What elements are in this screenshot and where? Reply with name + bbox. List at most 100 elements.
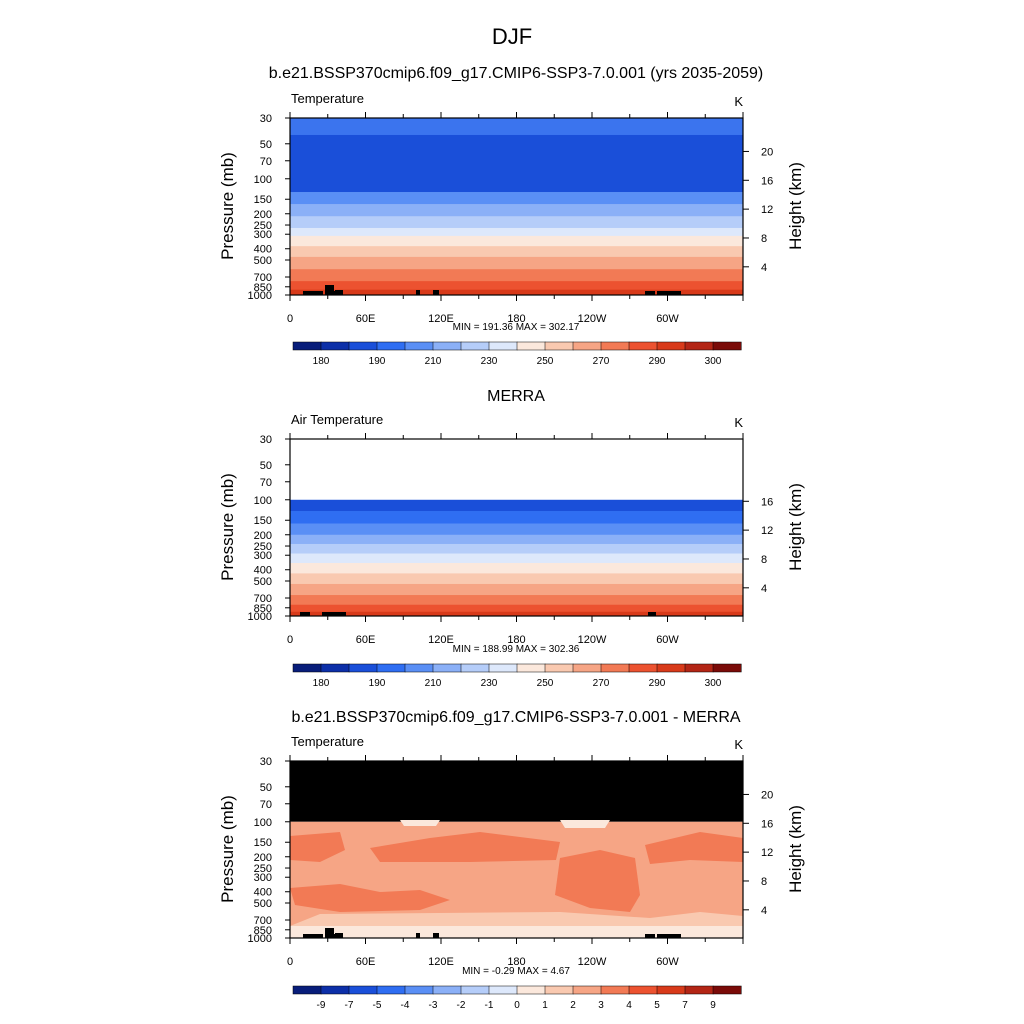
colorbar-swatch bbox=[348, 985, 378, 995]
colorbar-label: -2 bbox=[457, 1000, 466, 1011]
height-tick-label: 4 bbox=[761, 905, 767, 917]
y-axis-label: Pressure (mb) bbox=[218, 473, 237, 581]
colorbar-label: 210 bbox=[425, 356, 442, 367]
colorbar-swatch bbox=[656, 985, 686, 995]
height-tick-label: 20 bbox=[761, 146, 773, 158]
panel-title: b.e21.BSSP370cmip6.f09_g17.CMIP6-SSP3-7.… bbox=[291, 709, 740, 726]
colorbar-swatch bbox=[600, 985, 630, 995]
colorbar-swatch bbox=[628, 663, 658, 673]
lon-tick-label: 180 bbox=[507, 634, 525, 646]
panel-difference: b.e21.BSSP370cmip6.f09_g17.CMIP6-SSP3-7.… bbox=[218, 709, 805, 1011]
colorbar-swatch bbox=[348, 663, 378, 673]
lon-tick-label: 0 bbox=[287, 956, 293, 968]
lon-tick-label: 60E bbox=[356, 634, 376, 646]
contour-patch bbox=[290, 912, 743, 926]
y2-axis-label: Height (km) bbox=[786, 805, 805, 893]
topography-mask bbox=[433, 933, 439, 938]
pressure-tick-label: 150 bbox=[254, 194, 272, 206]
contour-band bbox=[290, 227, 743, 237]
topography-mask bbox=[657, 934, 681, 938]
y2-axis-label: Height (km) bbox=[786, 483, 805, 571]
topography-mask bbox=[645, 934, 655, 938]
colorbar-label: 290 bbox=[649, 356, 666, 367]
lon-tick-label: 120E bbox=[428, 634, 454, 646]
colorbar-swatch bbox=[376, 663, 406, 673]
pressure-tick-label: 1000 bbox=[248, 290, 272, 302]
colorbar-label: 3 bbox=[598, 1000, 604, 1011]
contour-band bbox=[290, 281, 743, 291]
page-title: DJF bbox=[492, 24, 532, 49]
contour-patch bbox=[555, 850, 640, 912]
contour-band bbox=[290, 553, 743, 564]
colorbar-label: 0 bbox=[514, 1000, 520, 1011]
contour-patch bbox=[290, 884, 450, 912]
colorbar-label: 2 bbox=[570, 1000, 576, 1011]
colorbar-label: 9 bbox=[710, 1000, 716, 1011]
contour-band bbox=[290, 289, 743, 296]
colorbar-swatch bbox=[600, 341, 630, 351]
colorbar-label: -5 bbox=[373, 1000, 382, 1011]
pressure-tick-label: 700 bbox=[254, 915, 272, 927]
pressure-tick-label: 400 bbox=[254, 244, 272, 256]
colorbar-swatch bbox=[348, 341, 378, 351]
colorbar-swatch bbox=[432, 341, 462, 351]
pressure-tick-label: 200 bbox=[254, 209, 272, 221]
pressure-tick-label: 400 bbox=[254, 565, 272, 577]
contour-band bbox=[290, 118, 743, 136]
pressure-tick-label: 50 bbox=[260, 782, 272, 794]
pressure-tick-label: 150 bbox=[254, 515, 272, 527]
lon-tick-label: 60W bbox=[656, 313, 679, 325]
panel-units: K bbox=[734, 415, 743, 430]
contour-patch bbox=[290, 926, 743, 938]
height-tick-label: 8 bbox=[761, 876, 767, 888]
colorbar-swatch bbox=[712, 341, 742, 351]
colorbar-swatch bbox=[488, 985, 518, 995]
colorbar-swatch bbox=[488, 663, 518, 673]
colorbar-swatch bbox=[712, 985, 742, 995]
colorbar-swatch bbox=[488, 341, 518, 351]
panel-units: K bbox=[734, 737, 743, 752]
colorbar-swatch bbox=[628, 985, 658, 995]
panel-left-label: Air Temperature bbox=[291, 412, 383, 427]
pressure-tick-label: 70 bbox=[260, 799, 272, 811]
pressure-tick-label: 300 bbox=[254, 872, 272, 884]
pressure-tick-label: 50 bbox=[260, 139, 272, 151]
topography-mask bbox=[303, 291, 323, 295]
contour-band bbox=[290, 511, 743, 524]
colorbar-label: -3 bbox=[429, 1000, 438, 1011]
contour-patch bbox=[290, 832, 345, 862]
colorbar-swatch bbox=[516, 663, 546, 673]
colorbar-swatch bbox=[628, 341, 658, 351]
lon-tick-label: 60E bbox=[356, 956, 376, 968]
missing-data-region bbox=[290, 761, 743, 822]
lon-tick-label: 120W bbox=[578, 956, 607, 968]
topography-mask bbox=[340, 612, 346, 616]
contour-patch bbox=[370, 832, 560, 862]
topography-mask bbox=[335, 290, 343, 295]
panel-left-label: Temperature bbox=[291, 734, 364, 749]
panel-merra: MERRA Air Temperature K 3050701001502002… bbox=[218, 388, 805, 689]
colorbar-swatch bbox=[572, 341, 602, 351]
colorbar-label: 230 bbox=[481, 356, 498, 367]
height-tick-label: 8 bbox=[761, 233, 767, 245]
colorbar: 180 190 210 230 250 270 290 300 bbox=[292, 341, 742, 367]
panel-left-label: Temperature bbox=[291, 91, 364, 106]
height-tick-label: 16 bbox=[761, 818, 773, 830]
pressure-tick-label: 300 bbox=[254, 229, 272, 241]
colorbar-label: 7 bbox=[682, 1000, 688, 1011]
colorbar-swatch bbox=[684, 341, 714, 351]
lon-tick-label: 120W bbox=[578, 313, 607, 325]
colorbar-swatch bbox=[656, 341, 686, 351]
topography-mask bbox=[648, 612, 656, 616]
stats-label: MIN = -0.29 MAX = 4.67 bbox=[462, 966, 570, 977]
pressure-tick-label: 250 bbox=[254, 863, 272, 875]
lon-tick-label: 60W bbox=[656, 956, 679, 968]
colorbar-label: 180 bbox=[313, 678, 330, 689]
contour-band bbox=[290, 235, 743, 247]
pressure-tick-label: 400 bbox=[254, 887, 272, 899]
y-axis-label: Pressure (mb) bbox=[218, 795, 237, 903]
pressure-tick-label: 850 bbox=[254, 925, 272, 937]
pressure-tick-label: 30 bbox=[260, 756, 272, 768]
colorbar-swatch bbox=[292, 341, 322, 351]
colorbar-swatch bbox=[376, 985, 406, 995]
